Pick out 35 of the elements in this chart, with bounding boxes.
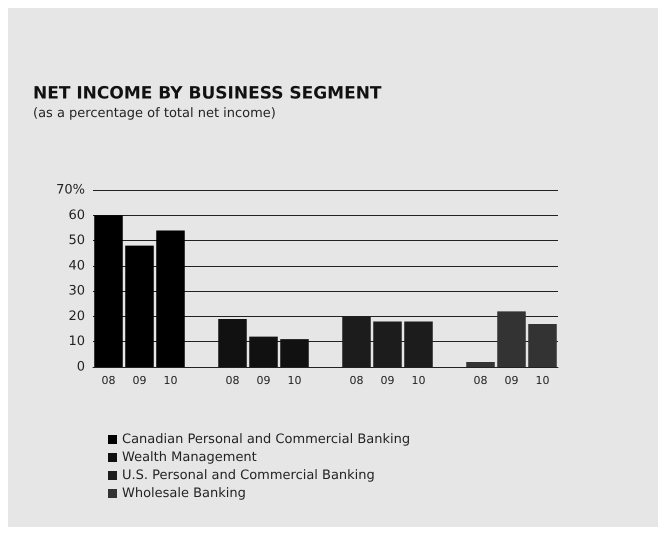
- y-tick-label: 70%: [56, 182, 85, 198]
- legend-label: Canadian Personal and Commercial Banking: [122, 432, 410, 447]
- x-tick-label: 09: [380, 374, 394, 387]
- x-tick-label: 09: [132, 374, 146, 387]
- bar: [497, 311, 526, 367]
- chart-subtitle: (as a percentage of total net income): [33, 106, 276, 121]
- bar: [156, 230, 185, 367]
- y-tick-label: 10: [68, 334, 85, 350]
- bar: [125, 246, 154, 367]
- x-tick-label: 09: [256, 374, 270, 387]
- x-tick-label: 08: [102, 374, 116, 387]
- bar: [466, 362, 495, 367]
- chart-title: NET INCOME BY BUSINESS SEGMENT: [33, 84, 382, 104]
- x-tick-label: 10: [288, 374, 302, 387]
- legend-label: U.S. Personal and Commercial Banking: [122, 468, 375, 483]
- x-tick-label: 10: [412, 374, 426, 387]
- y-tick-label: 50: [68, 233, 85, 248]
- x-tick-label: 08: [226, 374, 240, 387]
- x-tick-label: 10: [536, 374, 550, 387]
- legend-label: Wholesale Banking: [122, 486, 246, 501]
- y-tick-label: 40: [68, 258, 85, 274]
- bar: [528, 324, 557, 367]
- bar: [280, 339, 309, 367]
- bar: [249, 336, 278, 367]
- y-tick-label: 60: [68, 208, 85, 223]
- bar: [94, 215, 123, 367]
- x-tick-label: 08: [350, 374, 364, 387]
- y-tick-label: 30: [68, 284, 85, 299]
- x-tick-label: 09: [504, 374, 518, 387]
- x-tick-label: 08: [474, 374, 488, 387]
- legend-label: Wealth Management: [122, 450, 257, 465]
- y-tick-label: 20: [68, 308, 85, 324]
- bar: [218, 318, 247, 367]
- y-tick-label: 0: [76, 360, 85, 374]
- x-tick-label: 10: [164, 374, 178, 387]
